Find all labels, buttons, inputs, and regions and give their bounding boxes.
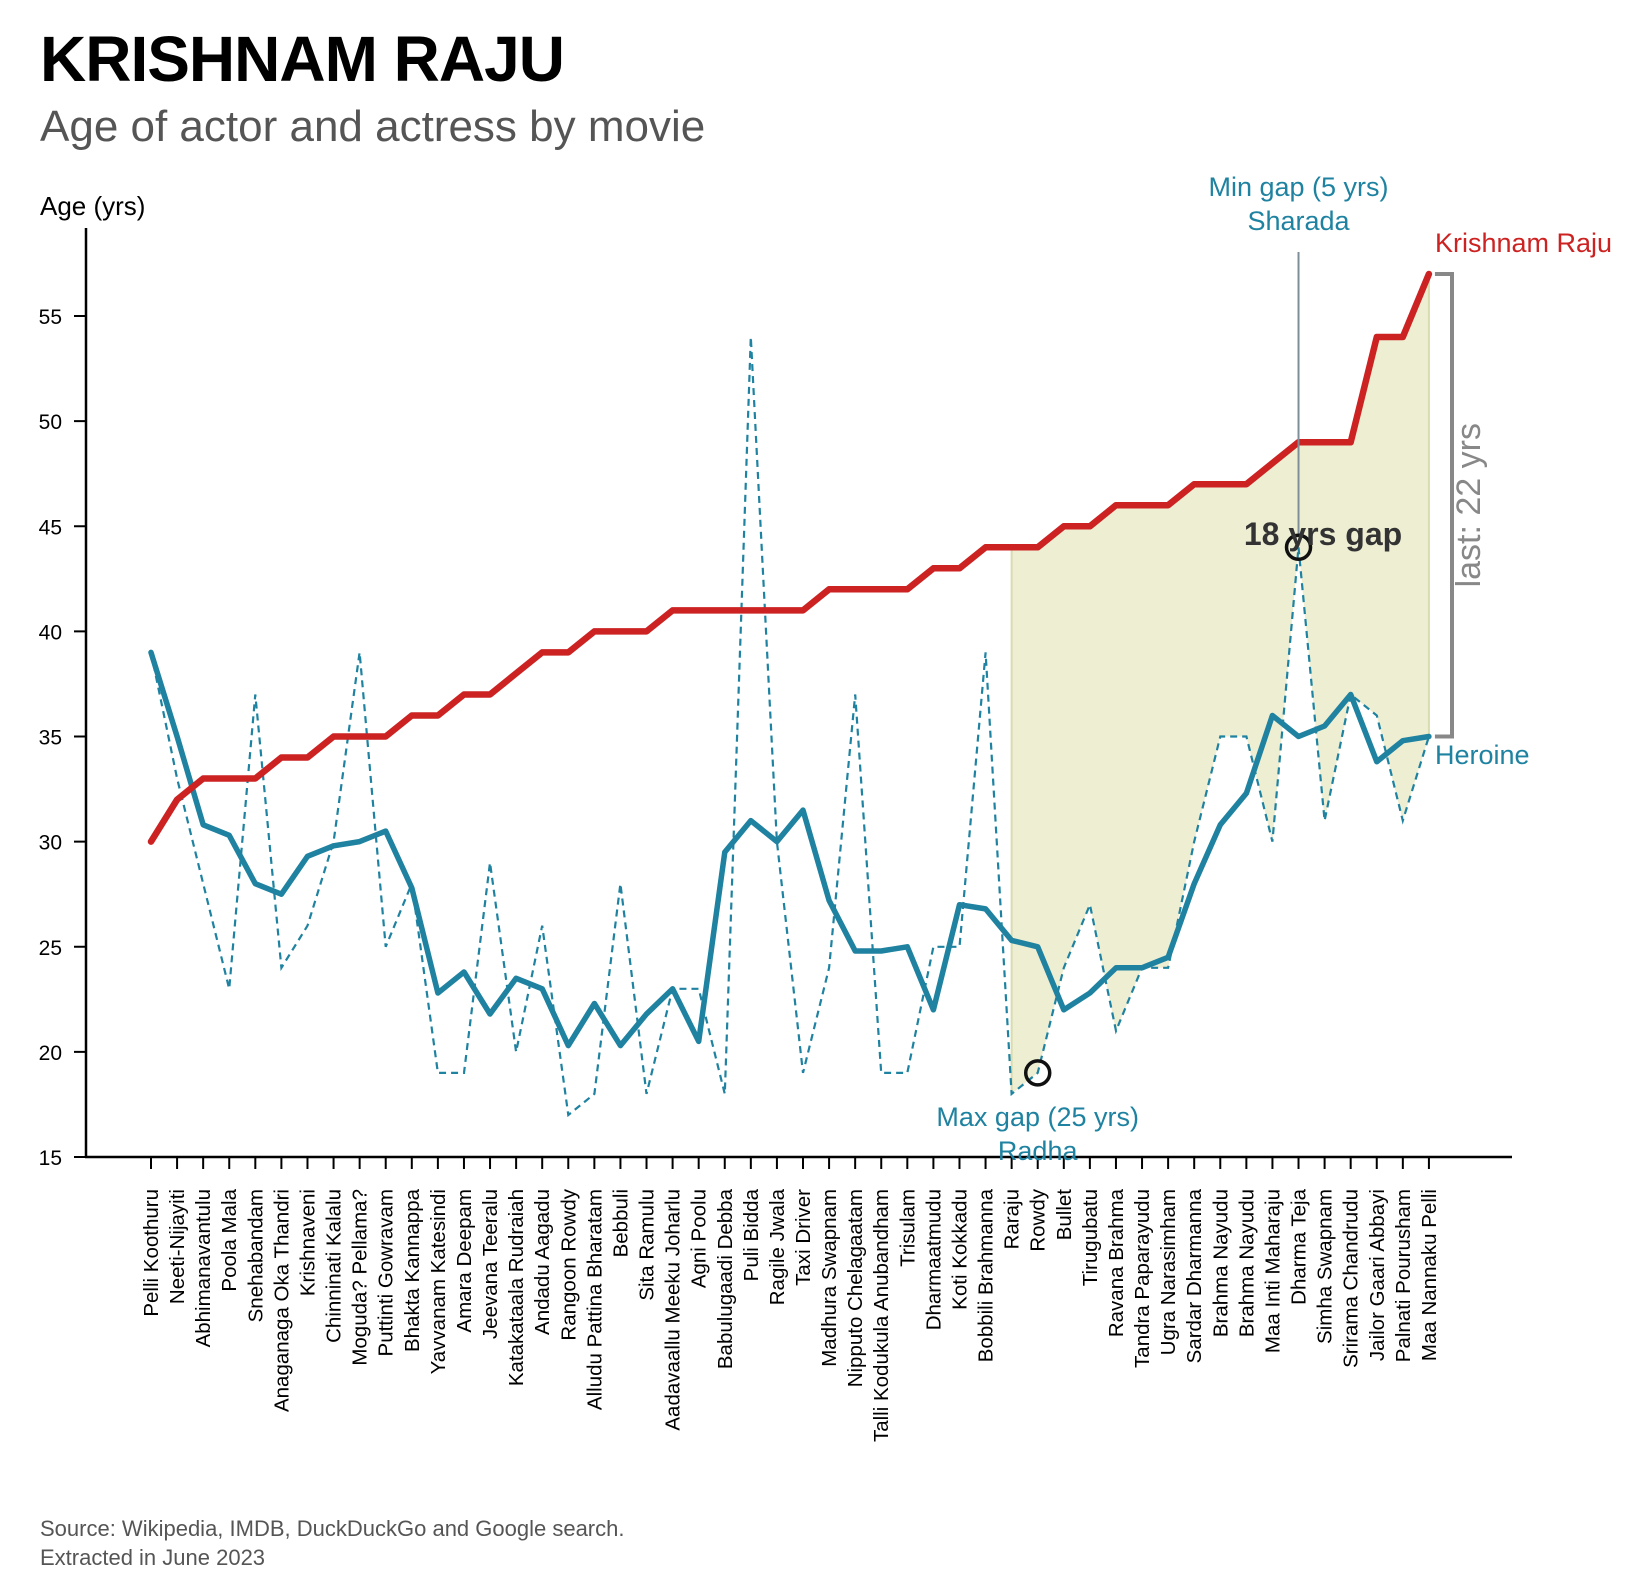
x-tick-label: Tandra Paparayudu	[1131, 1189, 1154, 1368]
x-tick-label: Dharma Teja	[1288, 1188, 1311, 1304]
last-gap-label: last: 22 yrs	[1450, 423, 1488, 587]
x-tick-label: Jailor Gaari Abbayi	[1366, 1189, 1389, 1361]
x-tick-label: Maa Nannaku Pelli	[1418, 1189, 1441, 1361]
x-tick-label: Simha Swapnam	[1314, 1189, 1337, 1344]
x-tick-label: Puttinti Gowravam	[375, 1189, 398, 1356]
heroine-age-dashed-line	[149, 336, 1430, 1118]
min-gap-name: Sharada	[1247, 206, 1350, 236]
x-tick-label: Krishnaveni	[296, 1189, 319, 1296]
x-tick-label: Anaganaga Oka Thandri	[270, 1189, 293, 1412]
x-tick-label: Trisulam	[896, 1189, 919, 1267]
x-tick-label: Dharmaatmudu	[922, 1189, 945, 1330]
x-tick-label: Katakataala Rudraiah	[505, 1189, 528, 1386]
y-tick-label: 25	[39, 937, 62, 960]
y-tick-label: 30	[39, 832, 62, 855]
heroine-line	[148, 649, 1432, 1049]
chart-subtitle: Age of actor and actress by movie	[40, 102, 706, 151]
x-tick-label: Amara Deepam	[453, 1189, 476, 1333]
x-tick-label: Bobbili Brahmanna	[975, 1188, 998, 1362]
x-tick-label: Bullet	[1053, 1189, 1076, 1241]
max-gap-title: Max gap (25 yrs)	[936, 1102, 1139, 1132]
gap-shade	[1011, 274, 1429, 1094]
x-tick-label: Puli Bidda	[740, 1188, 763, 1281]
y-tick-label: 45	[39, 516, 62, 539]
x-tick-label: Palnati Pourusham	[1392, 1189, 1415, 1362]
x-tick-label: Koti Kokkadu	[948, 1189, 971, 1310]
x-tick-label: Sardar Dharmanna	[1183, 1188, 1206, 1363]
actor-line	[147, 270, 1433, 845]
x-tick-label: Jeevana Teeralu	[479, 1189, 502, 1339]
x-tick-label: Yavvanam Katesindi	[427, 1189, 450, 1374]
x-tick-label: Pelli Koothuru	[140, 1189, 163, 1317]
x-tick-label: Alludu Pattina Bharatam	[583, 1189, 606, 1410]
y-tick-label: 50	[39, 411, 62, 434]
max-gap-name: Radha	[998, 1136, 1079, 1166]
x-tick-label: Maa Inti Maharaju	[1261, 1189, 1284, 1353]
x-tick-label: Brahma Nayudu	[1209, 1189, 1232, 1337]
max-gap-marker	[1023, 1059, 1052, 1087]
x-tick-label: Tirugubatu	[1079, 1189, 1102, 1286]
heroine-series-label: Heroine	[1435, 740, 1530, 770]
y-tick-label: 55	[39, 306, 62, 329]
x-tick-label: Raraju	[1001, 1189, 1024, 1249]
gap-value-label: 18 yrs gap	[1244, 516, 1402, 552]
x-tick-label: Nipputo Chelagaatam	[844, 1189, 867, 1387]
x-tick-label: Ugra Narasimham	[1157, 1189, 1180, 1355]
x-tick-label: Ragile Jwala	[766, 1188, 789, 1305]
x-tick-label: Andadu Aagadu	[531, 1189, 554, 1335]
x-tick-label: Neeti-Nijayiti	[166, 1189, 189, 1304]
last-gap-bracket	[1434, 271, 1454, 739]
x-tick-label: Abhimanavantulu	[192, 1189, 215, 1347]
x-tick-label: Madhura Swapnam	[818, 1189, 841, 1367]
y-tick-label: 35	[39, 727, 62, 750]
x-tick-label: Agni Poolu	[688, 1189, 711, 1288]
x-tick-label: Rangoon Rowdy	[557, 1188, 580, 1340]
x-tick-label: Bebbuli	[609, 1189, 632, 1257]
chart-title: KRISHNAM RAJU	[40, 23, 565, 95]
min-gap-marker	[1284, 533, 1313, 562]
x-tick-label: Ravana Brahma	[1105, 1188, 1128, 1337]
y-axis-label: Age (yrs)	[40, 191, 145, 221]
x-tick-label: Poola Mala	[218, 1188, 241, 1291]
x-tick-label: Brahma Nayudu	[1235, 1189, 1258, 1337]
x-tick-label: Bhakta Kannappa	[401, 1188, 424, 1352]
x-tick-label: Rowdy	[1027, 1188, 1050, 1251]
actor-series-label: Krishnam Raju	[1435, 228, 1612, 258]
x-tick-label: Snehabandam	[244, 1189, 267, 1322]
x-tick-label: Talli Kodukula Anubandham	[870, 1189, 893, 1442]
min-gap-title: Min gap (5 yrs)	[1208, 172, 1388, 202]
x-tick-label: Taxi Driver	[792, 1189, 815, 1286]
y-tick-label: 15	[39, 1147, 62, 1170]
extraction-note: Extracted in June 2023	[40, 1545, 266, 1570]
x-tick-label: Moguda? Pellama?	[349, 1189, 372, 1366]
x-tick-label: Chinninati Kalalu	[323, 1189, 346, 1343]
x-tick-label: Babulugaadi Debba	[714, 1188, 737, 1369]
y-tick-label: 40	[39, 621, 62, 644]
source-footer: Source: Wikipedia, IMDB, DuckDuckGo and …	[40, 1514, 624, 1572]
x-tick-label: Sita Ramulu	[636, 1189, 659, 1301]
source-note: Source: Wikipedia, IMDB, DuckDuckGo and …	[40, 1516, 625, 1541]
x-tick-label: Aadavaallu Meeku Joharlu	[662, 1189, 685, 1431]
x-tick-label: Srirama Chandrudu	[1340, 1189, 1363, 1368]
y-tick-label: 20	[39, 1042, 62, 1065]
